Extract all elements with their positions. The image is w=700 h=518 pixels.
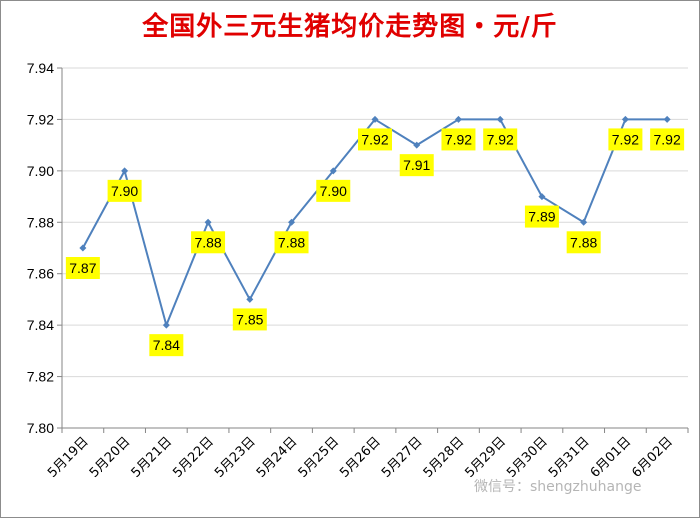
data-label-box [232, 308, 267, 331]
data-label: 7.85 [232, 308, 267, 331]
data-label: 7.89 [524, 205, 559, 228]
data-label: 7.90 [316, 179, 351, 202]
data-label-text: 7.92 [361, 131, 388, 147]
y-tick-label: 7.88 [27, 214, 54, 230]
data-label: 7.92 [441, 128, 476, 151]
data-label-text: 7.88 [570, 234, 597, 250]
data-label-text: 7.90 [320, 183, 347, 199]
data-label: 7.92 [483, 128, 518, 151]
data-point [371, 115, 379, 123]
x-tick-label: 5月23日 [212, 434, 259, 481]
data-label-text: 7.85 [236, 311, 263, 327]
data-label: 7.88 [274, 231, 309, 254]
x-tick-label: 5月31日 [546, 434, 593, 481]
data-point [413, 141, 421, 149]
data-point [204, 218, 212, 226]
data-point [538, 193, 546, 201]
data-point [162, 321, 170, 329]
x-tick-label: 5月20日 [87, 434, 134, 481]
data-label-box [524, 205, 559, 228]
data-label: 7.91 [399, 154, 434, 177]
data-label-box [608, 128, 643, 151]
data-label: 7.88 [191, 231, 226, 254]
data-label-box [399, 154, 434, 177]
x-tick-label: 5月22日 [170, 434, 217, 481]
data-label-box [566, 231, 601, 254]
data-label-box [191, 231, 226, 254]
data-label-box [316, 179, 351, 202]
data-label: 7.90 [107, 179, 142, 202]
data-point [454, 115, 462, 123]
x-tick-label: 5月29日 [462, 434, 509, 481]
y-tick-label: 7.80 [27, 420, 54, 436]
data-point [663, 115, 671, 123]
data-label-text: 7.92 [612, 131, 639, 147]
data-point [329, 167, 337, 175]
data-label-text: 7.92 [487, 131, 514, 147]
data-label-box [149, 334, 184, 357]
data-label-text: 7.84 [153, 337, 180, 353]
data-label-text: 7.92 [654, 131, 681, 147]
data-label-text: 7.89 [528, 209, 555, 225]
x-tick-label: 5月30日 [504, 434, 551, 481]
x-tick-label: 5月21日 [129, 434, 176, 481]
data-point [288, 218, 296, 226]
x-tick-label: 5月25日 [296, 434, 343, 481]
y-tick-label: 7.92 [27, 111, 54, 127]
chart-title: 全国外三元生猪均价走势图・元/斤 [142, 12, 558, 42]
data-label: 7.92 [358, 128, 392, 151]
data-label-text: 7.88 [194, 234, 221, 250]
watermark: 微信号：shengzhuhange [474, 479, 642, 495]
data-label-text: 7.87 [69, 260, 96, 276]
x-tick-label: 5月26日 [337, 434, 384, 481]
data-point [121, 167, 129, 175]
x-tick-label: 5月27日 [379, 434, 426, 481]
data-label-text: 7.91 [403, 157, 430, 173]
data-label-box [274, 231, 309, 254]
y-tick-label: 7.84 [27, 317, 54, 333]
data-label-box [441, 128, 476, 151]
data-label-box [65, 257, 100, 279]
data-label-box [107, 179, 142, 202]
data-point [496, 115, 504, 123]
data-point [580, 218, 588, 226]
x-tick-label: 6月02日 [629, 434, 676, 481]
data-label-box [650, 128, 685, 151]
x-tick-label: 5月19日 [45, 434, 92, 481]
data-label: 7.92 [608, 128, 643, 151]
y-tick-label: 7.86 [27, 266, 54, 282]
data-point [621, 115, 629, 123]
x-tick-label: 6月01日 [588, 434, 635, 481]
data-point [79, 244, 87, 252]
data-label: 7.88 [566, 231, 601, 254]
data-label-box [358, 128, 392, 151]
data-point [246, 295, 254, 303]
data-label: 7.92 [650, 128, 685, 151]
data-label-text: 7.90 [111, 183, 138, 199]
x-tick-label: 5月28日 [421, 434, 468, 481]
x-tick-label: 5月24日 [254, 434, 301, 481]
data-label: 7.84 [149, 334, 184, 357]
y-tick-label: 7.82 [27, 369, 54, 385]
data-label-box [483, 128, 518, 151]
data-label-text: 7.88 [278, 234, 305, 250]
data-label-text: 7.92 [445, 131, 472, 147]
y-tick-label: 7.90 [27, 163, 54, 179]
y-tick-label: 7.94 [27, 60, 54, 76]
data-label: 7.87 [65, 257, 100, 279]
